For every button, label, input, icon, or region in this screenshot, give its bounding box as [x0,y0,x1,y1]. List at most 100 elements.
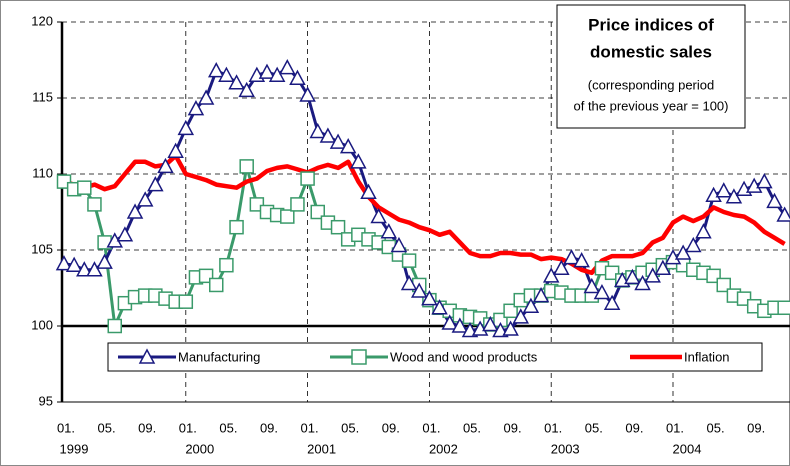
x-tick-label: 01. [301,420,319,435]
triangle-marker [553,259,570,275]
triangle-marker [400,274,418,291]
triangle-marker [339,138,357,154]
triangle-marker [431,299,448,315]
triangle-marker [532,287,550,303]
triangle-marker [725,188,743,204]
triangle-marker [258,63,276,79]
triangle-marker [482,315,499,332]
triangle-marker [776,206,790,222]
triangle-marker [634,274,651,291]
square-marker [209,277,224,293]
x-tick-label: 09. [504,420,522,435]
year-label: 2000 [185,441,214,456]
y-tick-label: 100 [31,317,53,332]
x-tick-label: 05. [98,420,116,435]
square-marker [280,209,295,224]
triangle-marker [96,253,113,269]
triangle-marker [766,192,783,209]
x-tick-label: 05. [707,420,725,435]
triangle-marker [207,62,225,78]
triangle-marker [116,226,134,242]
triangle-marker [390,236,408,253]
triangle-marker [167,142,184,158]
triangle-marker [177,119,195,136]
x-tick-label: 05. [585,420,603,435]
triangle-marker [441,314,458,330]
y-tick-label: 110 [32,165,53,180]
triangle-marker [55,255,73,271]
triangle-marker [65,256,83,272]
year-label: 2001 [307,441,336,456]
square-marker [300,171,315,186]
square-marker [107,318,122,334]
triangle-marker [756,173,773,189]
triangle-marker [695,223,712,239]
triangle-marker [126,203,144,219]
triangle-marker [268,66,286,82]
year-label: 1999 [60,441,89,456]
x-tick-label: 01. [179,420,197,435]
square-marker [178,294,194,309]
triangle-marker [583,277,601,294]
x-tick-label: 09. [747,420,765,435]
square-marker [777,300,790,316]
legend-label: Manufacturing [178,349,260,364]
triangle-marker [370,207,387,224]
chart-title: domestic sales [590,42,712,61]
series-line [63,153,786,276]
chart-title: Price indices of [588,15,714,34]
triangle-marker [410,282,428,298]
triangle-marker [603,294,621,310]
triangle-marker [674,244,692,260]
y-tick-label: 95 [39,393,53,408]
triangle-marker [350,153,367,169]
x-tick-label: 01. [666,420,684,435]
square-marker [503,303,518,319]
triangle-marker [380,223,398,239]
title-box [556,4,746,129]
triangle-marker [309,122,327,139]
triangle-marker [502,320,519,336]
triangle-marker [624,268,641,285]
square-marker [229,219,244,235]
square-marker [87,197,102,212]
square-marker [716,277,731,293]
square-marker [77,180,92,195]
x-tick-label: 05. [341,420,359,435]
triangle-marker [228,74,245,90]
chart-subtitle: of the previous year = 100) [573,98,728,113]
x-tick-label: 09. [138,420,156,435]
triangle-marker [238,81,255,98]
y-tick-label: 115 [32,89,53,104]
triangle-marker [187,100,205,116]
triangle-marker [279,59,296,75]
legend-marker [351,349,367,365]
triangle-marker [86,261,103,277]
triangle-marker [319,127,337,143]
square-marker [290,197,305,212]
triangle-marker [147,176,164,192]
legend-marker [138,348,156,364]
square-marker [239,159,254,174]
x-tick-label: 01. [544,420,562,435]
triangle-marker [715,182,733,198]
triangle-marker [593,283,611,300]
square-marker [219,257,234,273]
legend-label: Inflation [684,349,730,364]
square-marker [330,219,346,235]
triangle-marker [157,157,174,174]
x-tick-label: 09. [382,420,400,435]
triangle-marker [654,259,672,275]
triangle-marker [218,66,235,82]
legend-label: Wood and wood products [390,349,538,364]
triangle-marker [573,252,590,268]
x-tick-label: 09. [625,420,643,435]
y-tick-label: 105 [31,241,53,256]
x-tick-label: 01. [422,420,440,435]
y-tick-label: 120 [31,13,53,28]
triangle-marker [289,69,306,85]
triangle-marker [421,290,438,306]
triangle-marker [197,89,215,105]
year-label: 2004 [673,441,702,456]
x-tick-label: 05. [219,420,237,435]
